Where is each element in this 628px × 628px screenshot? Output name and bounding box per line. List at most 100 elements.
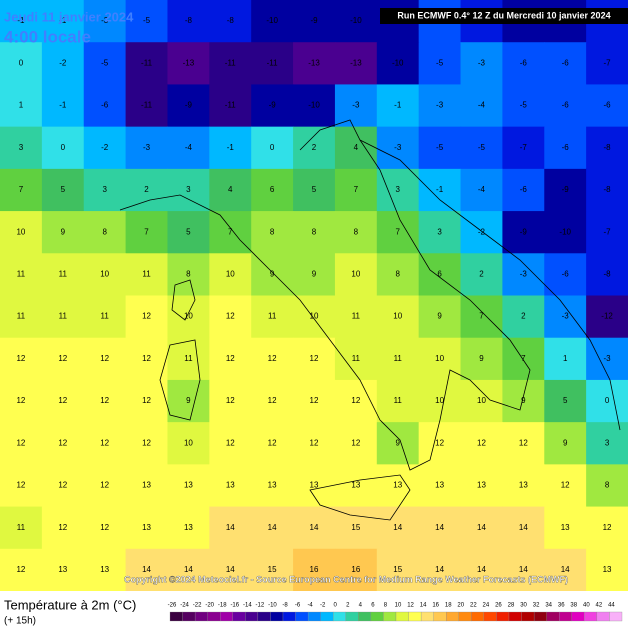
temperature-label: 11 xyxy=(101,312,110,321)
temperature-label: -6 xyxy=(520,185,528,194)
temperature-cell xyxy=(460,506,503,550)
temperature-label: -6 xyxy=(562,58,570,67)
color-swatch xyxy=(320,611,334,622)
temperature-cell xyxy=(0,548,43,592)
temperature-cell xyxy=(251,211,294,254)
temperature-cell xyxy=(167,126,210,170)
temperature-label: 12 xyxy=(142,354,151,363)
temperature-cell xyxy=(0,337,43,381)
temperature-label: -3 xyxy=(604,354,612,363)
temperature-label: 3 xyxy=(437,227,442,236)
temperature-label: -7 xyxy=(604,227,612,236)
temperature-label: -5 xyxy=(101,58,109,67)
temperature-cell xyxy=(502,211,545,254)
temperature-label: 13 xyxy=(435,481,444,490)
temperature-cell xyxy=(125,211,168,254)
temperature-cell xyxy=(167,422,210,465)
scale-label: -8 xyxy=(282,603,288,609)
temperature-cell xyxy=(502,168,545,212)
temperature-label: 9 xyxy=(396,438,401,447)
map-cells: -1-1-3-5-8-8-10-9-10-9-6-8-10-9-80-2-5-1… xyxy=(0,0,628,592)
color-swatch xyxy=(270,611,284,622)
temperature-cell xyxy=(125,422,168,465)
temperature-cell xyxy=(251,0,294,43)
temperature-label: 9 xyxy=(186,396,191,405)
temperature-label: -1 xyxy=(59,16,67,25)
temperature-cell xyxy=(167,42,210,85)
temperature-label: -9 xyxy=(185,101,193,110)
temperature-label: 13 xyxy=(100,565,109,574)
temperature-label: -10 xyxy=(392,58,404,67)
scale-label: -18 xyxy=(218,603,227,609)
temperature-label: 1 xyxy=(563,354,568,363)
temperature-label: 12 xyxy=(268,438,277,447)
temperature-label: -3 xyxy=(478,58,486,67)
temperature-cell xyxy=(41,422,85,465)
temperature-label: 3 xyxy=(186,185,191,194)
balkan-coast xyxy=(359,139,621,431)
color-swatch xyxy=(609,611,623,622)
temperature-label: -8 xyxy=(185,16,193,25)
temperature-cell xyxy=(376,337,420,381)
temperature-label: 12 xyxy=(16,565,25,574)
temperature-cell xyxy=(125,506,168,550)
run-banner xyxy=(380,8,628,24)
temperature-cell xyxy=(0,506,43,550)
temperature-label: 14 xyxy=(435,523,444,532)
temperature-label: -4 xyxy=(185,143,193,152)
temperature-cell xyxy=(502,126,545,170)
temperature-label: 12 xyxy=(142,396,151,405)
temperature-cell xyxy=(544,295,587,339)
temperature-cell xyxy=(334,422,378,465)
temperature-label: -11 xyxy=(141,58,153,67)
scale-label: -16 xyxy=(230,603,239,609)
temperature-label: 14 xyxy=(477,523,486,532)
color-swatch xyxy=(584,611,598,622)
scale-label: -2 xyxy=(320,603,326,609)
temperature-label: -13 xyxy=(350,58,362,67)
temperature-cell xyxy=(376,295,420,339)
temperature-label: 14 xyxy=(142,565,151,574)
color-scale: -26 -24 -22 -20 -18 -16 -14 -12 -10 -8 -6 -4 -2 0 2 4 6 8… xyxy=(168,603,623,622)
temperature-label: 13 xyxy=(351,481,360,490)
temperature-cell xyxy=(209,422,252,465)
temperature-cell xyxy=(41,464,85,508)
temperature-label: 9 xyxy=(479,354,484,363)
temperature-cell xyxy=(586,295,628,339)
temperature-cell xyxy=(586,253,628,296)
temperature-label: -6 xyxy=(562,143,570,152)
temperature-label: -6 xyxy=(604,101,612,110)
color-swatch xyxy=(521,611,535,622)
temperature-label: 10 xyxy=(351,270,360,279)
temperature-cell xyxy=(544,548,587,592)
temperature-cell xyxy=(125,42,168,85)
temperature-cell xyxy=(125,253,168,296)
temperature-label: 12 xyxy=(268,354,277,363)
temperature-cell xyxy=(293,422,336,465)
temperature-cell xyxy=(418,422,462,465)
temperature-cell xyxy=(167,168,210,212)
temperature-label: 13 xyxy=(477,481,486,490)
temperature-label: -9 xyxy=(269,101,277,110)
temperature-cell xyxy=(41,295,85,339)
color-swatch xyxy=(433,611,447,622)
scale-label: 6 xyxy=(371,603,375,609)
temperature-label: -11 xyxy=(141,101,153,110)
temperature-cell xyxy=(125,126,168,170)
temperature-cell xyxy=(418,253,462,296)
temperature-label: 12 xyxy=(58,396,67,405)
temperature-label: 5 xyxy=(186,227,191,236)
temperature-label: 7 xyxy=(144,227,149,236)
temperature-cell xyxy=(125,0,168,43)
temperature-label: 12 xyxy=(100,523,109,532)
temperature-label: 12 xyxy=(561,481,570,490)
scale-label: -12 xyxy=(256,603,265,609)
temperature-label: 13 xyxy=(561,523,570,532)
temperature-label: -4 xyxy=(478,101,486,110)
temperature-label: 9 xyxy=(61,227,66,236)
temperature-label: -2 xyxy=(101,143,109,152)
temperature-cell xyxy=(544,253,587,296)
temperature-cell xyxy=(502,295,545,339)
temperature-label: 8 xyxy=(354,227,359,236)
temperature-label: 8 xyxy=(270,227,275,236)
